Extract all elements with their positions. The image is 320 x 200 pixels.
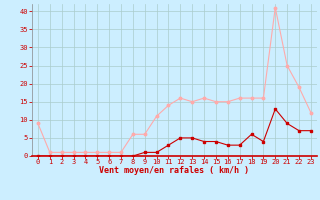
- X-axis label: Vent moyen/en rafales ( km/h ): Vent moyen/en rafales ( km/h ): [100, 166, 249, 175]
